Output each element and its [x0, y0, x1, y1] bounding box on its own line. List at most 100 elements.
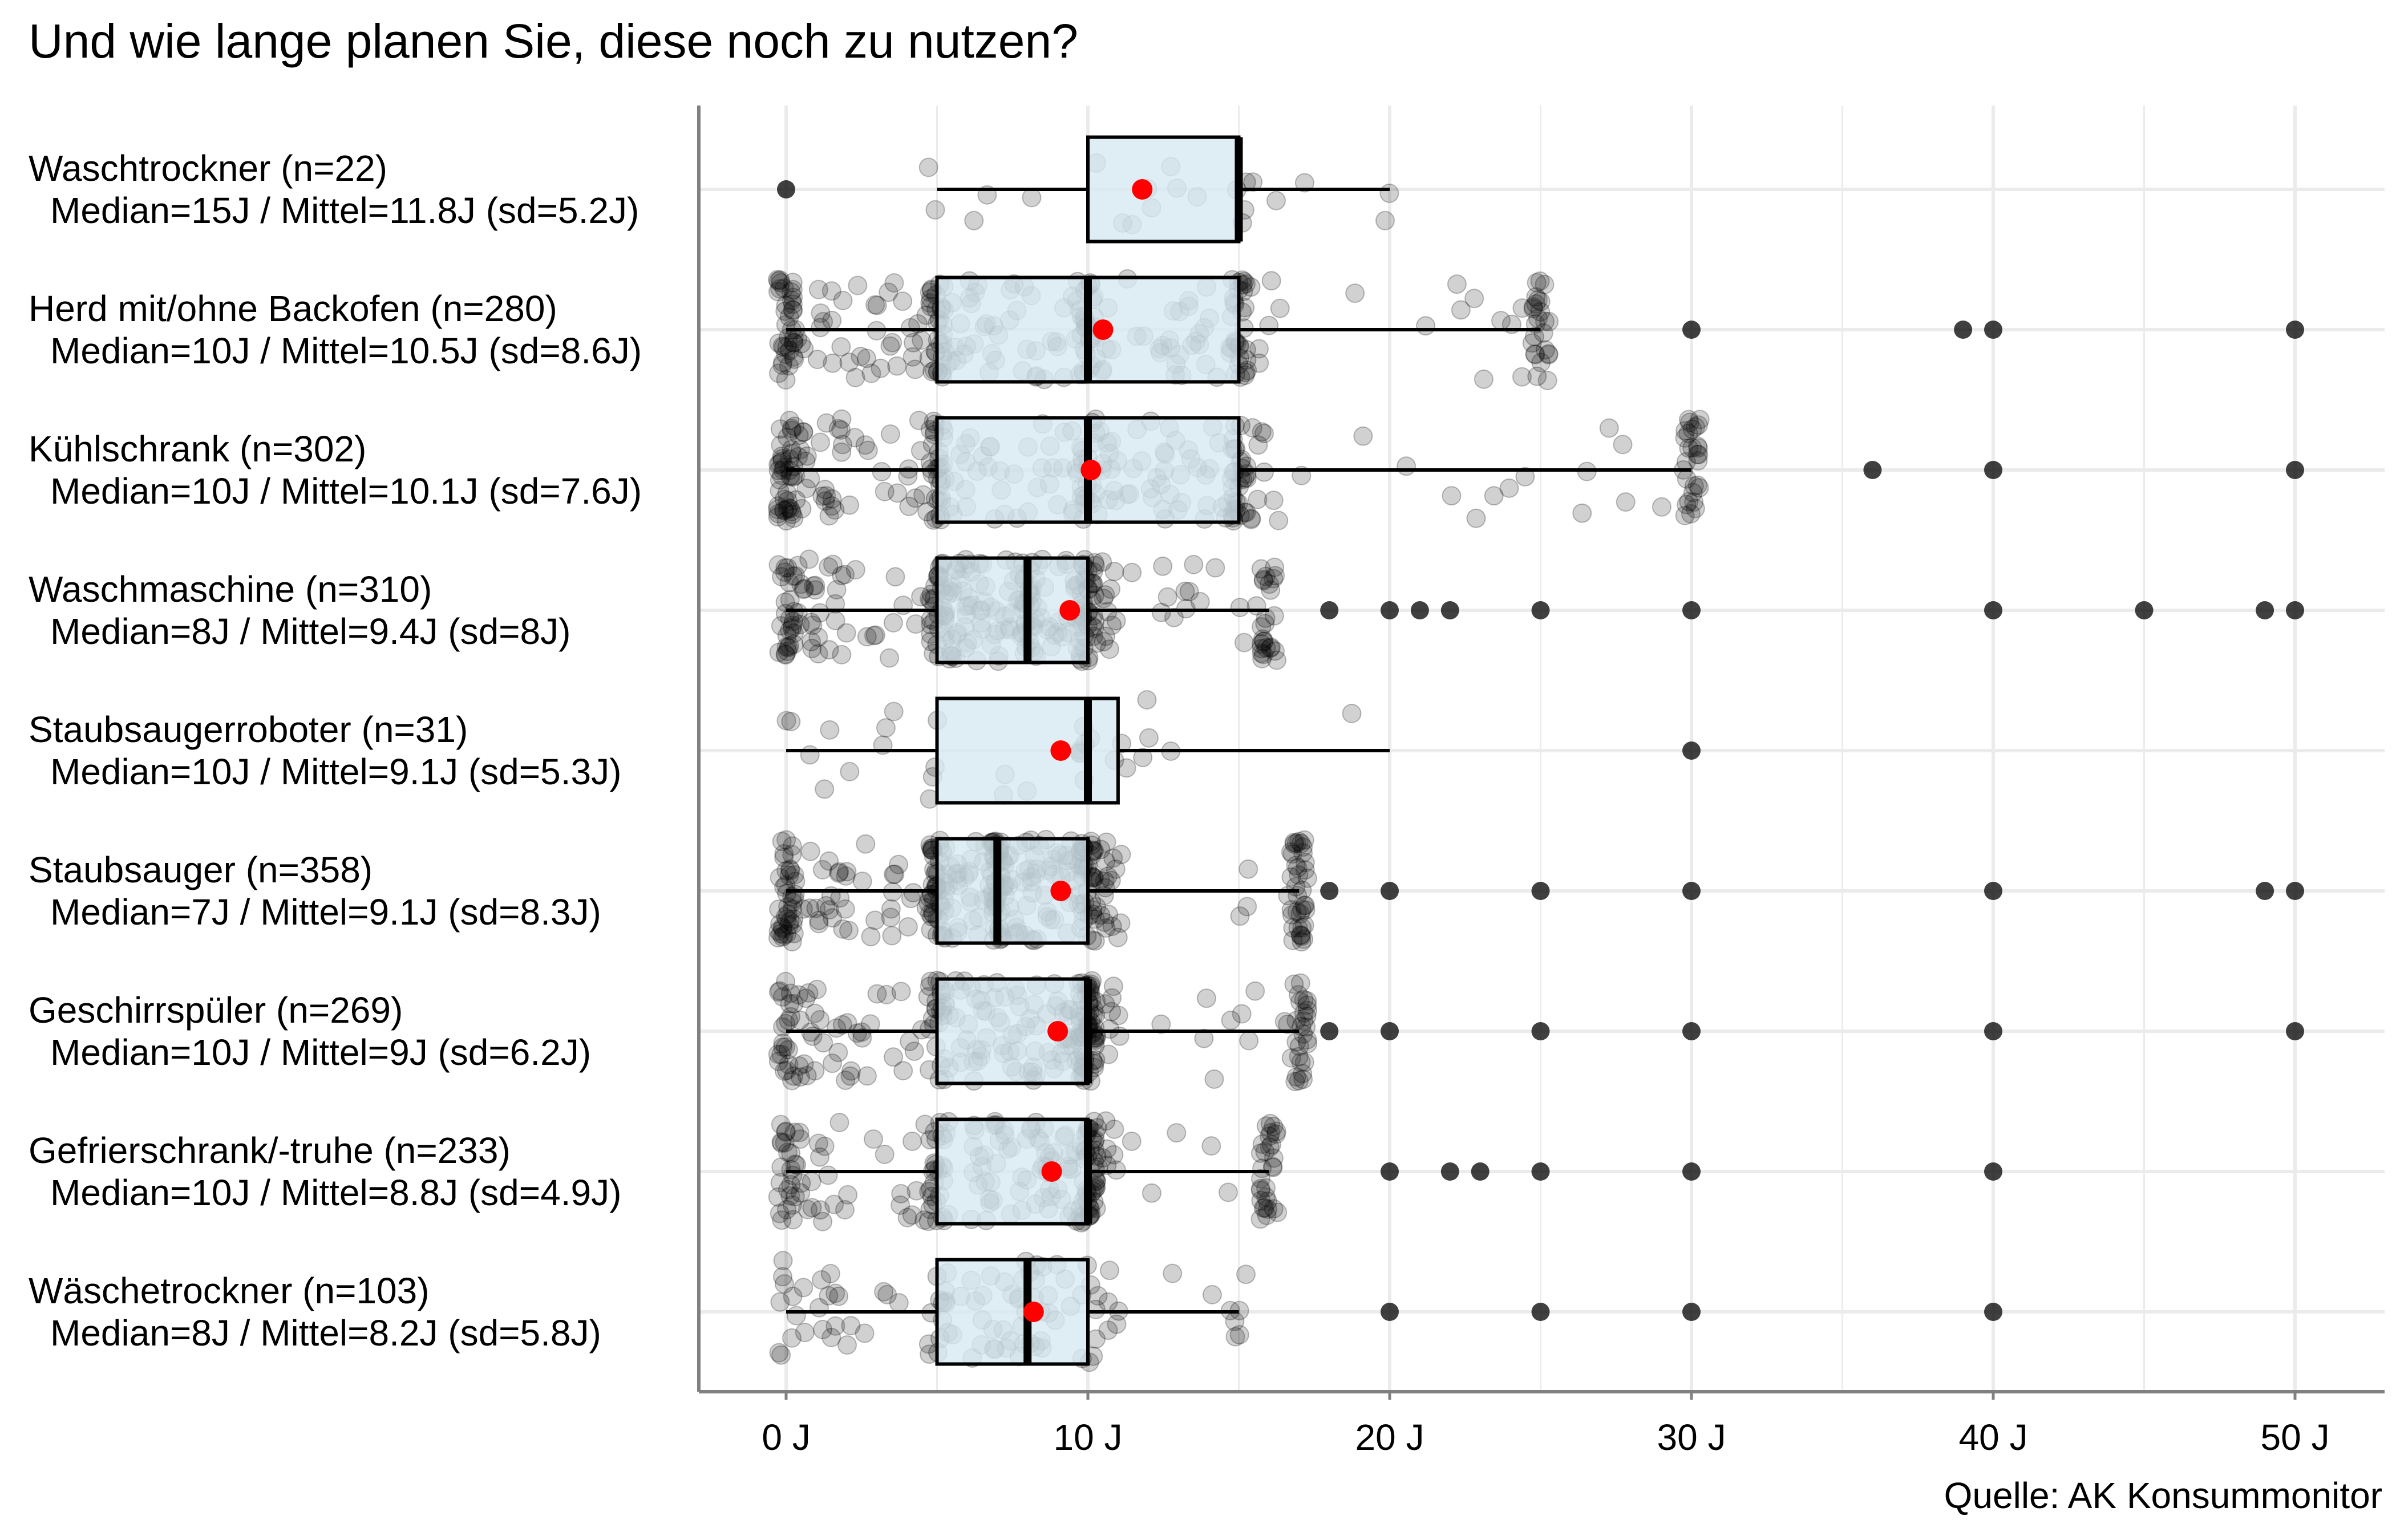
outlier-point — [1682, 1022, 1701, 1040]
jitter-point — [778, 491, 798, 511]
jitter-point — [902, 347, 922, 367]
jitter-point — [1202, 1284, 1222, 1304]
x-tick-label: 0 J — [762, 1417, 810, 1458]
jitter-point — [799, 983, 819, 1003]
jitter-point — [1675, 505, 1695, 525]
jitter-point — [771, 1115, 791, 1134]
jitter-point — [786, 566, 806, 586]
jitter-point — [875, 1144, 895, 1164]
outlier-point — [1531, 1303, 1550, 1321]
outlier-point — [1320, 1022, 1339, 1040]
jitter-point — [897, 1207, 917, 1227]
jitter-point — [902, 1132, 922, 1151]
jitter-point — [768, 1044, 788, 1064]
jitter-point — [797, 446, 817, 466]
jitter-point — [773, 1034, 793, 1053]
jitter-point — [768, 555, 788, 575]
jitter-point — [1205, 558, 1225, 578]
jitter-point — [832, 566, 852, 586]
jitter-point — [770, 1173, 790, 1193]
jitter-point — [832, 645, 852, 664]
jitter-point — [1256, 1116, 1276, 1136]
jitter-point — [1292, 926, 1312, 946]
jitter-point — [1294, 1003, 1314, 1023]
jitter-point — [900, 318, 920, 338]
jitter-point — [774, 457, 794, 477]
mean-point — [1059, 600, 1080, 621]
jitter-point — [1264, 569, 1284, 589]
jitter-point — [1294, 1052, 1314, 1072]
jitter-point — [1106, 859, 1126, 879]
jitter-point — [914, 1210, 934, 1230]
jitter-point — [770, 914, 790, 934]
jitter-point — [1099, 639, 1119, 659]
outlier-point — [1682, 1303, 1701, 1321]
jitter-point — [794, 422, 813, 442]
category-stats: Median=10J / Mittel=10.1J (sd=7.6J) — [50, 471, 642, 512]
jitter-point — [1294, 173, 1314, 193]
jitter-point — [891, 1184, 911, 1203]
jitter-point — [785, 1154, 805, 1174]
jitter-point — [1684, 476, 1704, 496]
jitter-point — [861, 363, 881, 383]
jitter-point — [775, 562, 795, 582]
jitter-point — [1264, 1116, 1284, 1136]
jitter-point — [783, 892, 803, 912]
jitter-point — [772, 451, 792, 471]
jitter-point — [858, 440, 878, 460]
jitter-point — [812, 1270, 831, 1290]
jitter-point — [1163, 1263, 1183, 1283]
jitter-point — [780, 983, 800, 1003]
jitter-point — [1652, 497, 1671, 517]
jitter-point — [828, 419, 848, 439]
jitter-point — [783, 333, 803, 352]
jitter-point — [771, 1157, 791, 1177]
jitter-point — [1100, 1261, 1119, 1280]
jitter-point — [1254, 462, 1274, 482]
jitter-point — [918, 1334, 938, 1354]
mean-point — [1132, 179, 1153, 200]
jitter-point — [1104, 1119, 1124, 1139]
box-iqr — [935, 1258, 1090, 1366]
jitter-point — [1689, 415, 1708, 435]
jitter-point — [782, 440, 802, 460]
jitter-point — [838, 1185, 858, 1205]
outlier-point — [2256, 882, 2274, 900]
jitter-point — [1270, 298, 1290, 318]
jitter-point — [864, 1129, 883, 1149]
jitter-point — [893, 291, 913, 311]
outlier-point — [1531, 882, 1550, 900]
outlier-point — [1984, 601, 2002, 619]
jitter-point — [1252, 422, 1272, 442]
jitter-point — [852, 1028, 872, 1048]
jitter-point — [1230, 598, 1250, 617]
category-stats: Median=10J / Mittel=9.1J (sd=5.3J) — [50, 751, 622, 792]
jitter-point — [770, 419, 790, 439]
jitter-point — [773, 919, 793, 939]
jitter-point — [809, 914, 829, 934]
jitter-point — [1531, 291, 1551, 311]
jitter-point — [819, 557, 839, 577]
jitter-point — [794, 1278, 813, 1298]
jitter-point — [809, 910, 829, 930]
jitter-point — [789, 985, 809, 1005]
jitter-point — [1261, 637, 1281, 657]
jitter-point — [783, 899, 802, 919]
jitter-point — [829, 1286, 849, 1306]
jitter-point — [806, 580, 825, 600]
jitter-point — [776, 830, 796, 850]
jitter-point — [833, 435, 852, 455]
jitter-point — [889, 854, 909, 874]
jitter-point — [1264, 1148, 1284, 1168]
jitter-point — [800, 898, 820, 918]
jitter-point — [775, 644, 795, 664]
jitter-point — [1268, 1202, 1288, 1222]
jitter-point — [1539, 344, 1559, 364]
jitter-point — [784, 923, 804, 943]
jitter-point — [783, 611, 803, 631]
jitter-point — [1679, 438, 1699, 458]
jitter-point — [964, 210, 984, 230]
jitter-point — [800, 841, 820, 861]
jitter-point — [1294, 830, 1314, 850]
jitter-point — [775, 1037, 795, 1057]
